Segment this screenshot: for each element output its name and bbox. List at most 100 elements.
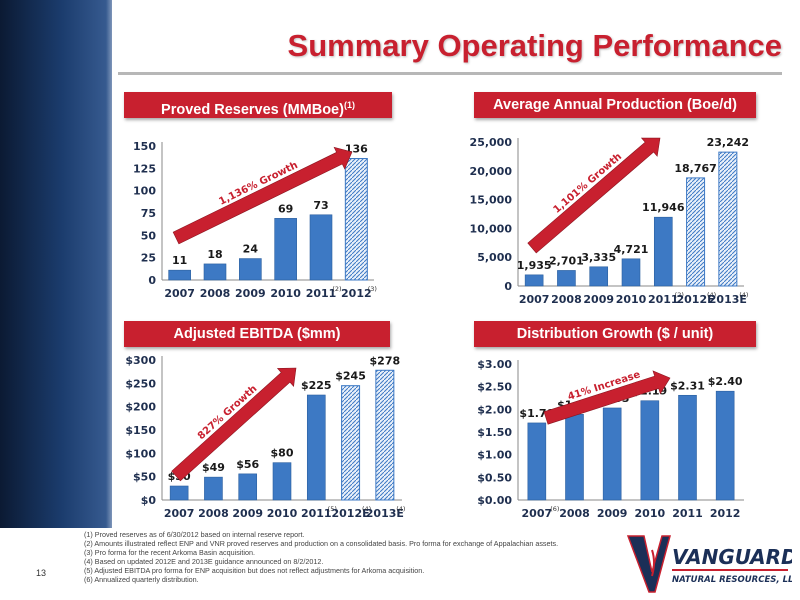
banner-distribution-growth: Distribution Growth ($ / unit)	[474, 321, 756, 347]
data-label: 18,767	[674, 162, 716, 175]
y-tick-label: 50	[141, 229, 157, 242]
chart-adjusted-ebitda: $0$50$100$150$200$250$300$302007$492008$…	[125, 354, 405, 520]
x-tick-label: 2009	[235, 287, 266, 300]
category-footnote: (3)	[368, 285, 377, 293]
x-tick-label: 2007	[164, 287, 195, 300]
data-label: $49	[202, 461, 225, 474]
growth-arrow: 1,101% Growth	[527, 137, 661, 254]
y-tick-label: $100	[125, 447, 156, 460]
y-tick-label: 0	[148, 274, 156, 287]
data-label: $56	[236, 458, 259, 471]
arrow-shape	[527, 137, 661, 254]
bar	[344, 158, 368, 281]
banner-sup: (1)	[343, 100, 355, 110]
data-label: $2.31	[670, 379, 705, 392]
data-label: 4,721	[614, 243, 649, 256]
bar	[169, 485, 189, 501]
data-label: 73	[313, 199, 328, 212]
x-tick-label: 2012	[341, 287, 372, 300]
x-tick-label: 2010	[270, 287, 301, 300]
bar	[238, 473, 258, 501]
category-footnote: (4)	[707, 291, 716, 299]
bar	[274, 218, 297, 281]
data-label: 3,335	[581, 251, 616, 264]
data-label: $225	[301, 379, 332, 392]
y-tick-label: $150	[125, 424, 156, 437]
bar	[168, 269, 191, 281]
vanguard-logo: VANGUARD NATURAL RESOURCES, LLC	[626, 535, 792, 593]
logo-wordmark: VANGUARD	[672, 545, 792, 569]
y-tick-label: 75	[141, 207, 156, 220]
y-tick-label: $0.50	[477, 471, 512, 484]
x-tick-label: 2012E	[677, 293, 715, 306]
arrow-shape	[543, 370, 671, 425]
bar	[375, 369, 395, 501]
bar	[203, 263, 227, 281]
y-tick-label: $2.00	[477, 403, 512, 416]
category-footnote: (4)	[396, 505, 405, 513]
chart-average-production: 05,00010,00015,00020,00025,0001,93520072…	[470, 136, 750, 306]
arrow-shape	[171, 367, 297, 482]
data-label: 1,935	[517, 259, 552, 272]
x-tick-label: 2008	[198, 507, 229, 520]
data-label: 11,946	[642, 201, 685, 214]
y-tick-label: $1.00	[477, 449, 512, 462]
x-tick-label: 2009	[232, 507, 263, 520]
category-footnote: (6)	[550, 505, 559, 513]
category-footnote: (2)	[675, 291, 684, 299]
data-label: 23,242	[707, 136, 749, 149]
footnote: (2) Amounts illustrated reflect ENP and …	[84, 539, 559, 549]
footnote: (1) Proved reserves as of 6/30/2012 base…	[84, 530, 305, 539]
banner-proved-reserves: Proved Reserves (MMBoe)(1)	[124, 92, 392, 118]
bar	[686, 177, 706, 287]
x-tick-label: 2012	[710, 507, 741, 520]
category-footnote: (4)	[739, 291, 748, 299]
banner-label: Proved Reserves (MMBoe)	[161, 101, 344, 118]
bar	[718, 151, 738, 287]
chart-distribution-growth: $0.00$0.50$1.00$1.50$2.00$2.50$3.00$1.70…	[477, 358, 744, 520]
bar	[602, 407, 622, 501]
x-tick-label: 2010	[267, 507, 298, 520]
y-tick-label: $50	[133, 471, 156, 484]
x-tick-label: 2010	[635, 507, 666, 520]
y-tick-label: $200	[125, 401, 156, 414]
y-tick-label: 0	[504, 280, 512, 293]
data-label: 18	[207, 248, 222, 261]
category-footnote: (2)	[332, 285, 341, 293]
footnote: (5) Adjusted EBITDA pro forma for ENP ac…	[84, 566, 425, 576]
footnotes: (1) Proved reserves as of 6/30/2012 base…	[84, 530, 604, 585]
x-tick-label: 2011	[301, 507, 332, 520]
category-footnote: (5)	[328, 505, 337, 513]
footnote: (3) Pro forma for the recent Arkoma Basi…	[84, 548, 255, 558]
bar	[565, 414, 584, 501]
x-tick-label: 2013E	[709, 293, 747, 306]
x-tick-label: 2011	[306, 287, 337, 300]
data-label: $80	[271, 447, 294, 460]
bar	[239, 258, 262, 281]
page-number: 13	[36, 568, 47, 578]
y-tick-label: 15,000	[470, 194, 513, 207]
arrow-shape	[172, 146, 353, 245]
category-footnote: (4)	[362, 505, 371, 513]
banner-label: Average Annual Production (Boe/d)	[493, 97, 737, 113]
x-tick-label: 2012E	[332, 507, 370, 520]
data-label: 11	[172, 254, 187, 267]
data-label: 24	[243, 243, 259, 256]
bar	[341, 385, 361, 501]
x-tick-label: 2009	[583, 293, 614, 306]
data-label: 2,701	[549, 254, 584, 267]
x-tick-label: 2010	[616, 293, 647, 306]
y-tick-label: 150	[133, 140, 156, 153]
y-tick-label: $1.50	[477, 426, 512, 439]
bar	[621, 258, 641, 287]
bar	[557, 270, 576, 287]
y-tick-label: $3.00	[477, 358, 512, 371]
bar	[640, 400, 660, 501]
bar	[715, 390, 735, 501]
x-tick-label: 2008	[551, 293, 582, 306]
bar	[678, 394, 697, 501]
x-tick-label: 2007	[519, 293, 550, 306]
x-tick-label: 2007	[164, 507, 195, 520]
y-tick-label: 125	[133, 162, 156, 175]
footnote: (4) Based on updated 2012E and 2013E gui…	[84, 557, 324, 567]
